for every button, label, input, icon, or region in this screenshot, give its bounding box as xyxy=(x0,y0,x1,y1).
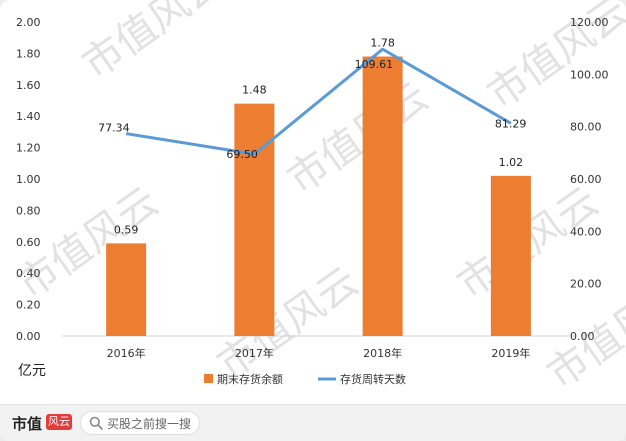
x-tick-label: 2016年 xyxy=(107,346,146,360)
y-axis-right: 0.00 20.00 40.00 60.00 80.00 100.00 120.00 xyxy=(570,16,609,343)
y-left-tick-label: 0.20 xyxy=(16,299,41,312)
bar-data-label: 1.48 xyxy=(242,84,267,97)
search-placeholder: 买股之前搜一搜 xyxy=(107,417,192,431)
y-right-tick-label: 40.00 xyxy=(570,225,602,238)
y-left-tick-label: 1.20 xyxy=(16,142,41,155)
footer-bar: 市值 风云 买股之前搜一搜 xyxy=(0,404,626,441)
line-data-label: 81.29 xyxy=(495,117,527,130)
unit-label: 亿元 xyxy=(18,363,46,379)
y-left-tick-label: 0.00 xyxy=(16,330,41,343)
line-data-label: 69.50 xyxy=(226,148,258,161)
chart: 市值风云市值风云市值风云市值风云市值风云市值风云市值风云 0.00 0.20 0.4… xyxy=(9,0,626,398)
bar-data-label: 1.02 xyxy=(499,156,524,169)
x-axis: 2016年 2017年 2018年 2019年 xyxy=(107,346,531,360)
line-data-label: 109.61 xyxy=(355,58,394,71)
bar-data-label: 1.78 xyxy=(370,37,395,50)
y-left-tick-label: 0.60 xyxy=(16,236,41,249)
y-left-tick-label: 0.80 xyxy=(16,204,41,217)
bar-series: 0.59 1.48 1.78 1.02 xyxy=(106,37,531,336)
brand-name: 市值 xyxy=(12,415,43,433)
y-left-tick-label: 0.40 xyxy=(16,267,41,280)
y-left-tick-label: 1.80 xyxy=(16,47,41,60)
y-left-tick-label: 1.60 xyxy=(16,79,41,92)
line-data-label: 77.34 xyxy=(98,122,130,135)
watermark-layer: 市值风云市值风云市值风云市值风云市值风云市值风云市值风云 xyxy=(9,0,626,398)
y-right-tick-label: 20.00 xyxy=(570,278,602,291)
y-right-tick-label: 0.00 xyxy=(570,330,595,343)
y-right-tick-label: 100.00 xyxy=(570,68,609,81)
y-left-tick-label: 2.00 xyxy=(16,16,41,29)
line-series-path xyxy=(125,47,512,156)
search-box[interactable]: 买股之前搜一搜 xyxy=(80,411,200,435)
bar-data-label: 0.59 xyxy=(114,223,139,236)
legend-bar-label: 期末存货余额 xyxy=(217,372,283,386)
bar xyxy=(106,243,147,336)
watermark-text: 市值风云 xyxy=(74,0,231,88)
watermark-text: 市值风云 xyxy=(279,74,436,203)
x-tick-label: 2018年 xyxy=(363,346,402,360)
search-icon xyxy=(89,416,103,430)
y-left-tick-label: 1.00 xyxy=(16,173,41,186)
bar xyxy=(490,175,531,336)
legend-line-label: 存货周转天数 xyxy=(340,372,406,386)
y-left-tick-label: 1.40 xyxy=(16,110,41,123)
y-right-tick-label: 80.00 xyxy=(570,121,602,134)
y-right-tick-label: 60.00 xyxy=(570,173,602,186)
line-series: 77.34 69.50 109.61 81.29 xyxy=(98,47,527,161)
y-right-tick-label: 120.00 xyxy=(570,16,609,29)
legend: 期末存货余额 存货周转天数 xyxy=(204,372,406,386)
bar xyxy=(362,56,403,336)
x-tick-label: 2017年 xyxy=(235,346,274,360)
y-axis-left: 0.00 0.20 0.40 0.60 0.80 1.00 1.20 1.40 1.60 1.80… xyxy=(16,16,41,343)
watermark-text: 市值风云 xyxy=(209,259,366,388)
bar xyxy=(234,103,275,336)
brand-logo-mark: 风云 xyxy=(46,414,72,430)
x-tick-label: 2019年 xyxy=(491,346,530,360)
legend-bar-swatch xyxy=(204,374,213,383)
